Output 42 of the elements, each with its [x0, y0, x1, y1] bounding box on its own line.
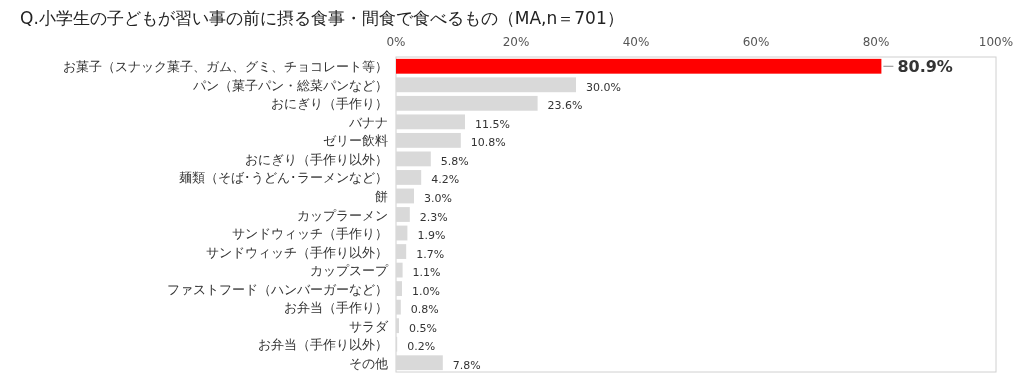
x-tick-label: 20%	[502, 35, 530, 49]
y-tick-label: バナナ	[348, 114, 388, 130]
data-label: 0.5%	[409, 321, 437, 335]
y-tick-label: お弁当（手作り以外）	[258, 337, 388, 353]
data-label: 0.8%	[410, 303, 439, 317]
y-tick-label: その他	[349, 355, 388, 371]
data-label: 1.9%	[417, 229, 446, 243]
data-label: 80.9%	[897, 57, 953, 77]
x-tick-label: 80%	[862, 35, 890, 49]
data-label: 1.7%	[416, 247, 445, 261]
y-tick-label: サラダ	[349, 318, 389, 334]
data-label: 1.0%	[412, 284, 440, 298]
bar	[396, 58, 882, 74]
data-label: 7.8%	[452, 358, 481, 372]
x-tick-label: 60%	[742, 35, 770, 49]
y-tick-label: お菓子（スナック菓子、ガム、グミ、チョコレート等）	[63, 59, 388, 75]
y-tick-label: お弁当（手作り）	[284, 300, 388, 316]
y-tick-label: カップスープ	[310, 263, 389, 279]
y-tick-label: パン（菓子パン・総菜パンなど）	[192, 77, 388, 93]
y-tick-label: カップラーメン	[297, 207, 388, 223]
x-tick-label: 0%	[386, 35, 406, 49]
x-tick-label: 100%	[978, 35, 1014, 49]
y-tick-label: おにぎり（手作り）	[271, 96, 388, 112]
y-tick-label: おにぎり（手作り以外）	[245, 151, 388, 167]
data-label: 2.3%	[419, 210, 448, 224]
y-tick-label: ゼリー飲料	[323, 133, 388, 149]
data-label: 11.5%	[475, 117, 510, 131]
data-label: 5.8%	[440, 154, 469, 168]
data-label: 4.2%	[431, 173, 460, 187]
chart-title: Q.小学生の子どもが習い事の前に摂る食事・間食で食べるもの（MA,n＝701）	[20, 8, 624, 28]
data-label: 23.6%	[547, 99, 583, 113]
y-tick-label: 餅	[375, 188, 388, 204]
data-label: 1.1%	[412, 266, 441, 280]
y-tick-label: ファストフード（ハンバーガーなど）	[167, 281, 388, 297]
data-label: 30.0%	[586, 80, 621, 94]
y-tick-label: サンドウィッチ（手作り以外）	[206, 244, 388, 260]
x-tick-label: 40%	[622, 35, 650, 49]
y-tick-label: 麺類（そば･うどん･ラーメンなど）	[179, 170, 388, 186]
data-label: 10.8%	[470, 136, 506, 150]
y-tick-label: サンドウィッチ（手作り）	[232, 226, 388, 242]
data-label: 3.0%	[424, 191, 452, 205]
data-label: 0.2%	[407, 340, 436, 354]
